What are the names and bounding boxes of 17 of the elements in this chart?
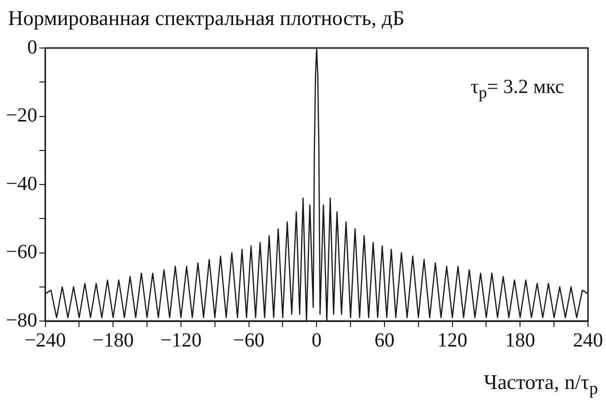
x-tick-label: 120 — [437, 329, 468, 352]
y-tick-label: −40 — [6, 172, 38, 195]
x-tick-label: 180 — [505, 329, 536, 352]
x-tick-label: −60 — [233, 329, 264, 352]
y-tick-label: 0 — [27, 36, 38, 58]
x-tick-label: 0 — [312, 329, 322, 352]
x-tick-label: −120 — [160, 329, 202, 352]
x-axis-title: Частота, n/τ$_{p}$ — [484, 370, 598, 399]
x-tick-label: −180 — [92, 329, 134, 352]
annotation: τ$_{p}$= 3.2 мкс — [470, 76, 564, 103]
y-tick-label: −80 — [6, 309, 38, 332]
y-axis-title: Нормированная спектральная плотность, дБ — [8, 6, 405, 31]
x-tick-label: 60 — [374, 329, 394, 352]
x-tick-label: −240 — [24, 329, 66, 352]
y-tick-label: −20 — [6, 104, 38, 126]
x-tick-label: 240 — [573, 329, 603, 352]
y-tick-label: −60 — [6, 241, 38, 263]
